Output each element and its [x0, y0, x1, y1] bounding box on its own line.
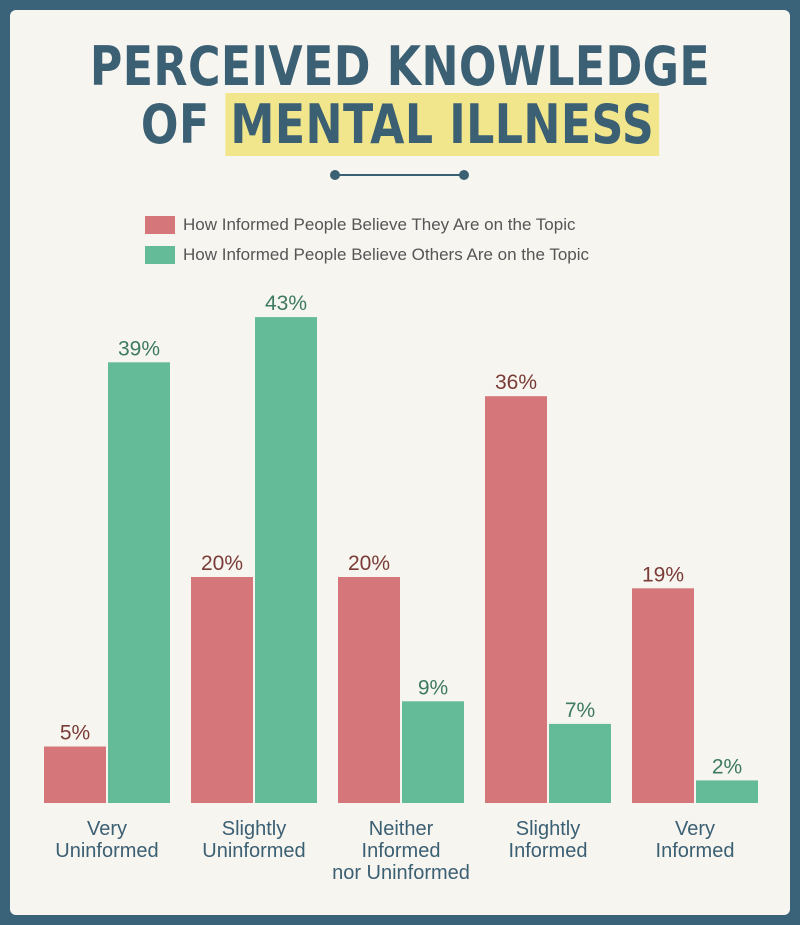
legend: How Informed People Believe They Are on … — [145, 214, 589, 274]
category-label-2-2: nor Uninformed — [332, 862, 470, 884]
data-label-self-1: 20% — [201, 552, 243, 575]
bar-others-3 — [549, 723, 611, 803]
legend-swatch-others — [145, 246, 175, 264]
divider-right-dot — [459, 170, 469, 180]
legend-item-others: How Informed People Believe Others Are o… — [145, 244, 589, 266]
bar-self-1 — [191, 577, 253, 803]
bar-self-2 — [338, 577, 400, 803]
bar-self-3 — [485, 396, 547, 803]
bar-others-0 — [108, 362, 170, 803]
legend-label-others: How Informed People Believe Others Are o… — [183, 245, 590, 264]
category-label-3-1: Informed — [509, 840, 588, 862]
title-line-2-prefix: OF — [140, 93, 210, 156]
category-label-1-0: Slightly — [222, 818, 286, 840]
data-label-self-4: 19% — [642, 563, 684, 586]
category-label-4-1: Informed — [656, 840, 735, 862]
legend-swatch-self — [145, 216, 175, 234]
bar-self-0 — [44, 746, 106, 803]
bar-others-2 — [402, 701, 464, 803]
category-label-1-1: Uninformed — [202, 840, 305, 862]
data-label-others-2: 9% — [418, 676, 448, 699]
category-label-2-1: Informed — [362, 840, 441, 862]
title-highlight: MENTAL ILLNESS — [225, 93, 660, 156]
data-label-others-4: 2% — [712, 755, 742, 778]
title-divider — [335, 174, 465, 176]
category-label-3-0: Slightly — [516, 818, 580, 840]
legend-item-self: How Informed People Believe They Are on … — [145, 214, 589, 236]
legend-label-self: How Informed People Believe They Are on … — [183, 215, 576, 234]
category-label-4-0: Very — [675, 818, 715, 840]
data-label-others-0: 39% — [118, 337, 160, 360]
divider-left-dot — [330, 170, 340, 180]
bar-others-1 — [255, 317, 317, 803]
data-label-self-2: 20% — [348, 552, 390, 575]
data-label-self-3: 36% — [495, 371, 537, 394]
data-label-others-3: 7% — [565, 699, 595, 722]
data-label-others-1: 43% — [265, 292, 307, 315]
title-line-1: PERCEIVED KNOWLEDGE — [89, 35, 711, 98]
category-label-2-0: Neither — [369, 818, 434, 840]
chart-title: PERCEIVED KNOWLEDGE OF MENTAL ILLNESS — [72, 35, 728, 156]
data-label-self-0: 5% — [60, 722, 90, 745]
category-label-0-1: Uninformed — [55, 840, 158, 862]
bar-self-4 — [632, 588, 694, 803]
bar-others-4 — [696, 780, 758, 803]
title-line-2: OF MENTAL ILLNESS — [72, 93, 728, 156]
category-label-0-0: Very — [87, 818, 127, 840]
